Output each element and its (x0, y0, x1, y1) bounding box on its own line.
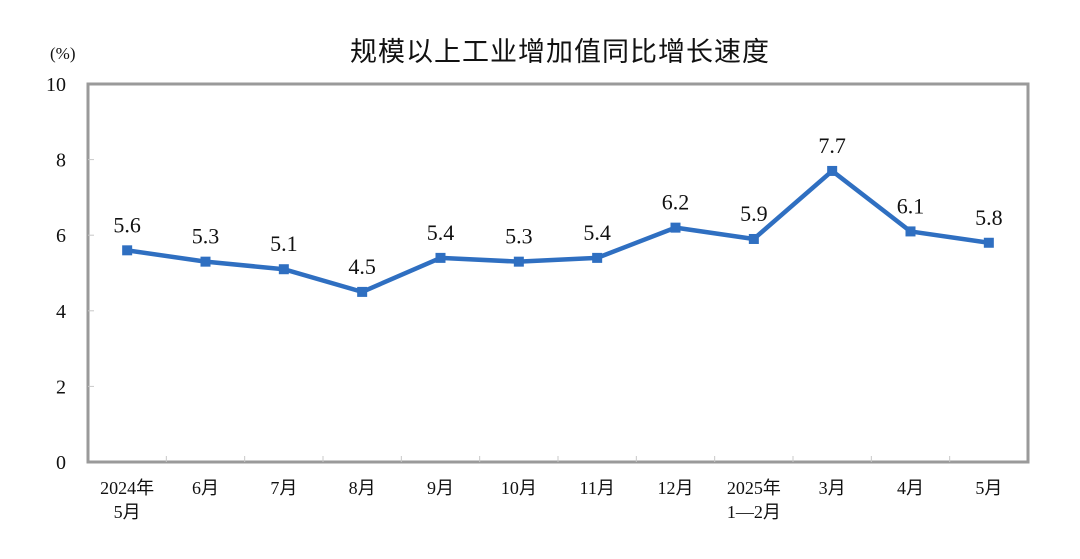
x-category-label: 2024年 (100, 478, 154, 498)
data-value-label: 5.4 (583, 220, 611, 245)
data-value-label: 5.9 (740, 201, 768, 226)
x-category-label: 12月 (658, 478, 694, 498)
data-point-marker (905, 226, 916, 237)
data-point-marker (748, 233, 759, 244)
x-category-label: 1—2月 (727, 502, 781, 522)
x-category-label: 9月 (427, 478, 454, 498)
x-category-label: 3月 (819, 478, 846, 498)
x-category-label: 6月 (192, 478, 219, 498)
x-category-label: 5月 (975, 478, 1002, 498)
y-tick-label: 0 (56, 452, 66, 474)
data-value-label: 6.1 (897, 193, 925, 218)
y-tick-label: 2 (56, 376, 66, 398)
data-point-marker (592, 252, 603, 263)
y-tick-label: 4 (56, 301, 66, 323)
data-value-label: 5.4 (427, 220, 455, 245)
chart-title: 规模以上工业增加值同比增长速度 (350, 37, 770, 68)
data-point-marker (513, 256, 524, 267)
data-point-marker (435, 252, 446, 263)
data-value-label: 7.7 (818, 133, 846, 158)
data-value-label: 5.6 (113, 212, 141, 237)
data-point-marker (670, 222, 681, 233)
y-tick-label: 6 (56, 225, 66, 247)
data-point-marker (278, 264, 289, 275)
x-category-label: 4月 (897, 478, 924, 498)
data-point-marker (983, 237, 994, 248)
data-point-marker (827, 165, 838, 176)
x-category-label: 10月 (501, 478, 537, 498)
data-value-label: 5.3 (192, 224, 220, 249)
data-value-label: 6.2 (662, 190, 690, 215)
data-value-label: 5.3 (505, 224, 533, 249)
y-tick-label: 8 (56, 150, 66, 172)
x-category-label: 7月 (270, 478, 297, 498)
x-category-label: 5月 (114, 502, 141, 522)
data-value-label: 5.8 (975, 205, 1003, 230)
y-tick-label: 10 (46, 74, 66, 96)
data-value-label: 5.1 (270, 231, 298, 256)
data-point-marker (122, 245, 133, 256)
x-category-label: 11月 (579, 478, 614, 498)
series-line (126, 168, 990, 295)
y-axis-unit-label: (%) (50, 44, 76, 63)
data-point-marker (200, 256, 211, 267)
x-category-label: 2025年 (727, 478, 781, 498)
x-category-label: 8月 (349, 478, 376, 498)
plot-frame (86, 82, 1030, 464)
data-point-marker (357, 286, 368, 297)
data-value-label: 4.5 (348, 254, 376, 279)
